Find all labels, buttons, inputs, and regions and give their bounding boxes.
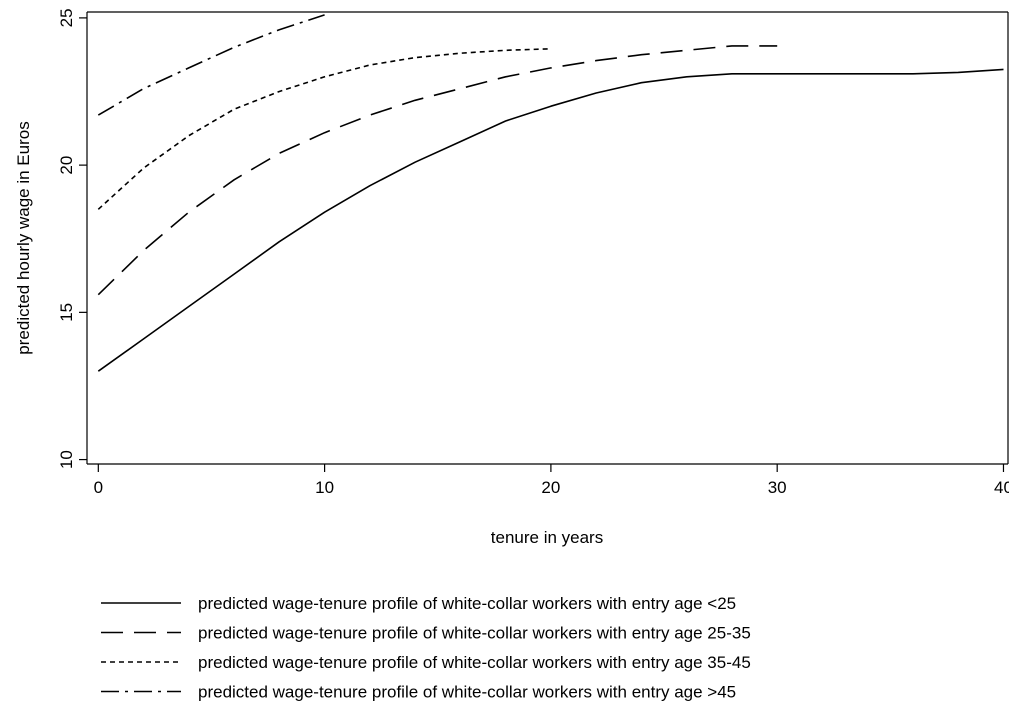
- legend-label: predicted wage-tenure profile of white-c…: [198, 653, 751, 672]
- y-tick-label: 25: [57, 8, 76, 27]
- series-line-4: [97, 14, 325, 116]
- y-tick-label: 10: [57, 450, 76, 469]
- x-tick-label: 30: [768, 478, 787, 497]
- y-axis-ticks: 10 15 20 25: [57, 8, 87, 469]
- series-line-3: [97, 48, 551, 210]
- y-tick-label: 15: [57, 303, 76, 322]
- x-axis-ticks: 0 10 20 30 40: [94, 464, 1009, 497]
- legend-label: predicted wage-tenure profile of white-c…: [198, 594, 736, 613]
- plot-frame: [86, 11, 1009, 465]
- x-tick-label: 40: [994, 478, 1009, 497]
- x-tick-label: 10: [315, 478, 334, 497]
- series-line-1: [97, 68, 1004, 372]
- series-lines: [97, 14, 1004, 372]
- x-axis-title: tenure in years: [491, 528, 603, 547]
- x-tick-label: 0: [94, 478, 103, 497]
- series-line-2: [97, 45, 778, 296]
- y-tick-label: 20: [57, 156, 76, 175]
- legend: predicted wage-tenure profile of white-c…: [101, 594, 751, 702]
- y-axis-title: predicted hourly wage in Euros: [14, 121, 33, 354]
- x-tick-label: 20: [541, 478, 560, 497]
- legend-label: predicted wage-tenure profile of white-c…: [198, 624, 751, 643]
- legend-label: predicted wage-tenure profile of white-c…: [198, 683, 736, 702]
